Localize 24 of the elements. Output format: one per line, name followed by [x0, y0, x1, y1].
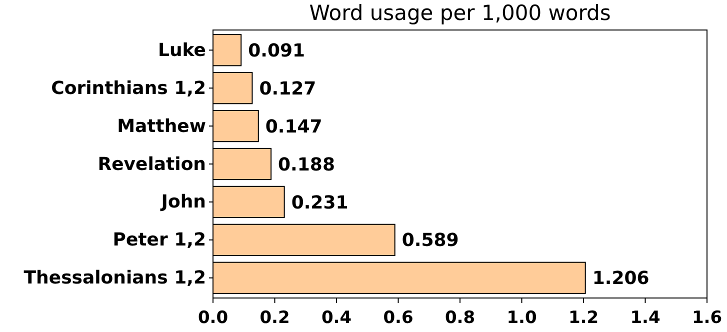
x-tick-label: 0.0 — [198, 308, 228, 328]
y-tick-label: Peter 1,2 — [112, 230, 206, 251]
data-label: 0.147 — [265, 116, 322, 138]
y-tick-label: Matthew — [117, 116, 206, 137]
chart-title: Word usage per 1,000 words — [309, 1, 611, 25]
data-label: 0.231 — [291, 192, 348, 214]
x-tick-label: 1.6 — [692, 308, 722, 328]
data-label: 0.091 — [248, 40, 306, 62]
y-tick-label: John — [159, 192, 206, 213]
data-label: 0.127 — [259, 78, 316, 100]
y-tick-label: Thessalonians 1,2 — [24, 268, 206, 289]
y-tick-label: Revelation — [98, 154, 206, 175]
x-tick-label: 1.0 — [506, 308, 537, 328]
x-tick-label: 0.4 — [321, 308, 352, 328]
x-tick-label: 0.6 — [383, 308, 414, 328]
x-tick-label: 1.2 — [568, 308, 599, 328]
data-label: 0.188 — [278, 154, 335, 176]
x-tick-label: 0.2 — [260, 308, 290, 328]
x-tick-label: 1.4 — [630, 308, 660, 328]
y-tick-label: Corinthians 1,2 — [51, 78, 206, 99]
y-tick-label: Luke — [158, 40, 206, 61]
data-label: 1.206 — [592, 268, 650, 290]
data-label: 0.589 — [402, 230, 459, 252]
x-tick-label: 0.8 — [444, 308, 476, 328]
